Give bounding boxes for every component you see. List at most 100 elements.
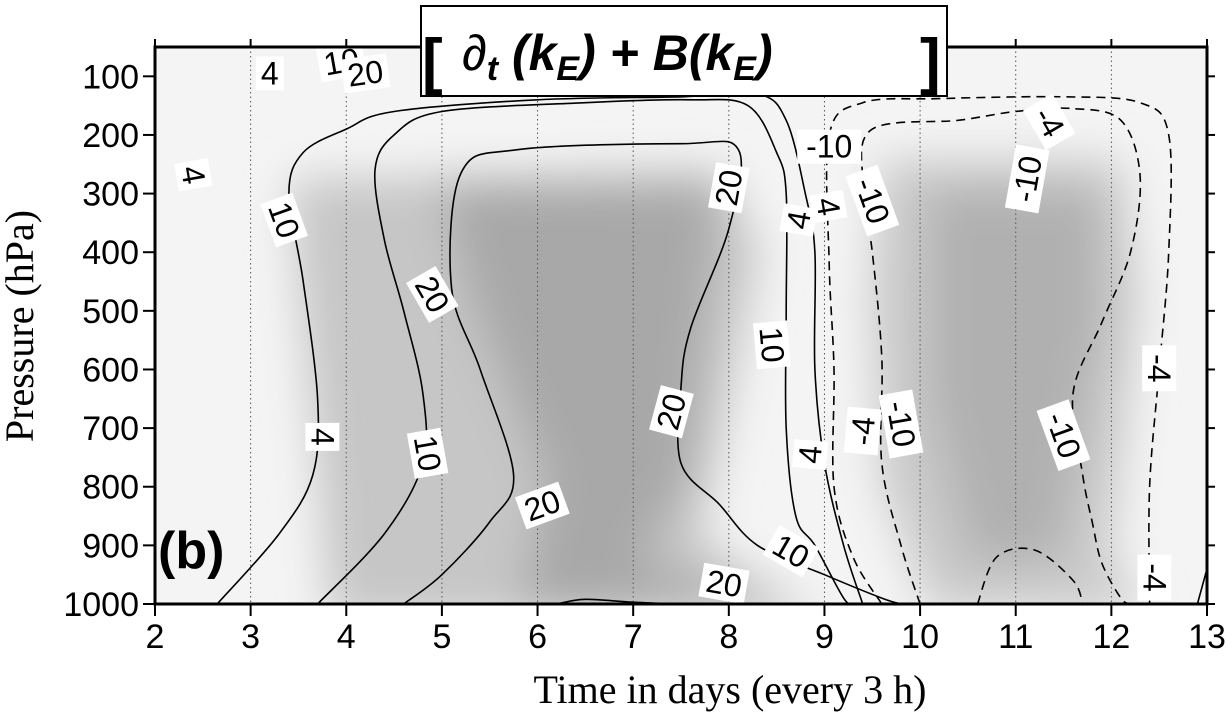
contour-label-text: 4 [809, 195, 848, 219]
y-tick-label: 600 [82, 351, 139, 389]
title-partial: ∂ [462, 25, 487, 81]
title-box [420, 5, 948, 97]
contour-label: 4 [174, 158, 213, 192]
contour-label-text: 4 [174, 163, 213, 187]
contour-line-neg4 [825, 95, 1173, 604]
contour-label-box [708, 162, 750, 214]
contour-label-box [406, 427, 449, 479]
y-axis-title: Pressure (hPa) [0, 210, 42, 442]
contour-label: -10 [878, 389, 924, 459]
contour-label: -4 [843, 406, 882, 456]
contour-label-box [1137, 554, 1172, 601]
x-tick-label: 4 [337, 618, 356, 656]
x-tick-label: 12 [1092, 618, 1130, 656]
contour-label: -10 [797, 129, 862, 165]
contour-label-text: -10 [1005, 153, 1048, 205]
contour-label-box [260, 192, 308, 248]
contour-label-box [843, 406, 882, 456]
contour-label-text: 20 [703, 563, 744, 605]
y-tick-label: 400 [82, 234, 139, 272]
contour-label: -4 [1141, 345, 1177, 392]
contour-label: -4 [1136, 554, 1172, 601]
axis-ticks: 2 3 4 5 6 7 8 9 10 11 12 13 100 200 300 400 500 600 700 800… [63, 39, 1226, 656]
contour-line-pos4 [216, 91, 864, 604]
contour-label-box [174, 158, 213, 192]
y-tick-label: 200 [82, 117, 139, 155]
contour-label-text: -4 [1136, 563, 1172, 591]
y-tick-label: 800 [82, 469, 139, 507]
x-tick-label: 10 [901, 618, 939, 656]
shading-layer [290, 160, 1146, 604]
contour-line-neg10 [860, 107, 1142, 604]
contour-label: 4 [779, 203, 818, 237]
title-partial-sub: t [487, 50, 500, 88]
contour-label-text: 4 [304, 428, 340, 446]
contour-lines [216, 91, 1207, 604]
contour-label: 20 [708, 162, 750, 214]
contour-label-box [340, 53, 391, 94]
contour-label-box [1036, 399, 1091, 471]
contour-label-text: 4 [791, 444, 828, 465]
contour-label: 10 [406, 427, 449, 479]
contour-label-box [797, 129, 862, 164]
contour-label-box [1004, 144, 1050, 214]
y-tick-label: 900 [82, 527, 139, 565]
contour-label-box [406, 265, 459, 323]
contour-label-box [1142, 345, 1177, 392]
contour-label-text: 4 [261, 55, 279, 91]
title-formula: ∂t (kE) + B(kE) [462, 25, 773, 88]
contour-label: 20 [340, 53, 391, 94]
y-tick-label: 500 [82, 293, 139, 331]
x-tick-label: 8 [719, 618, 738, 656]
x-tick-label: 5 [432, 618, 451, 656]
shading-positive-inner [440, 185, 760, 604]
title-close-bracket: ] [920, 27, 941, 96]
title-open-bracket: [ [422, 27, 443, 96]
contour-label: 4 [255, 55, 284, 91]
contour-label-box [514, 481, 570, 530]
x-tick-label: 11 [998, 618, 1033, 656]
contour-label-box [762, 524, 820, 578]
contour-label: 20 [649, 385, 694, 439]
y-tick-label: 100 [82, 58, 139, 96]
contour-label-box [809, 189, 848, 224]
contour-label-text: 20 [708, 167, 750, 208]
contour-line-neg4 [976, 547, 1084, 604]
contour-label: 4 [791, 439, 829, 470]
contour-label-text: 10 [407, 433, 449, 474]
x-tick-label: 2 [146, 618, 165, 656]
contour-label: 20 [514, 481, 570, 530]
contour-label-box [791, 439, 829, 470]
contour-label-box [845, 164, 900, 237]
x-tick-label: 7 [624, 618, 643, 656]
contour-label-box [649, 385, 694, 439]
contour-label: 4 [809, 189, 848, 224]
contour-label-box [752, 320, 791, 370]
contour-label-text: -4 [1141, 354, 1177, 382]
contour-label-box [878, 389, 924, 459]
y-tick-label: 1000 [63, 586, 139, 624]
contour-label-text: 20 [345, 53, 385, 94]
title-mid1: (k [498, 25, 559, 81]
contour-label-text: 10 [752, 326, 791, 365]
contour-line-pos10 [317, 98, 854, 604]
y-tick-label: 300 [82, 176, 139, 214]
contour-label-box [305, 422, 340, 451]
contour-label-box [255, 56, 284, 91]
contour-label-text: 4 [779, 208, 818, 232]
contour-label-text: -4 [844, 415, 882, 446]
contour-line-pos20 [403, 140, 902, 604]
contour-label-box [779, 203, 818, 237]
title-sub2: E [733, 50, 757, 88]
contour-label: 4 [304, 422, 340, 451]
x-tick-label: 3 [241, 618, 260, 656]
contour-label-text: -10 [879, 398, 922, 450]
title-mid3: ) [751, 25, 773, 81]
contour-label: -10 [1004, 144, 1050, 214]
contour-label-box [1022, 93, 1076, 151]
contour-label: 10 [752, 320, 791, 370]
title-mid2: ) + B(k [574, 25, 735, 81]
panel-label: (b) [158, 522, 224, 580]
x-tick-label: 6 [528, 618, 547, 656]
contour-label-text: -10 [806, 129, 852, 165]
